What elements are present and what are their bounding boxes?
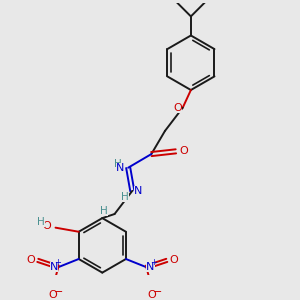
Text: O: O: [179, 146, 188, 156]
Text: +: +: [54, 258, 61, 267]
Text: H: H: [38, 217, 45, 227]
Text: O: O: [173, 103, 182, 113]
Text: H: H: [114, 159, 122, 170]
Text: N: N: [116, 163, 124, 173]
Text: −: −: [54, 287, 63, 297]
Text: O: O: [48, 290, 57, 300]
Text: +: +: [151, 258, 158, 267]
Text: O: O: [27, 255, 35, 266]
Text: O: O: [147, 290, 156, 300]
Text: −: −: [153, 287, 162, 297]
Text: N: N: [146, 262, 154, 272]
Text: H: H: [100, 206, 108, 216]
Text: H: H: [121, 192, 128, 202]
Text: O: O: [169, 255, 178, 266]
Text: N: N: [50, 262, 58, 272]
Text: O: O: [43, 221, 51, 231]
Text: N: N: [134, 186, 142, 197]
